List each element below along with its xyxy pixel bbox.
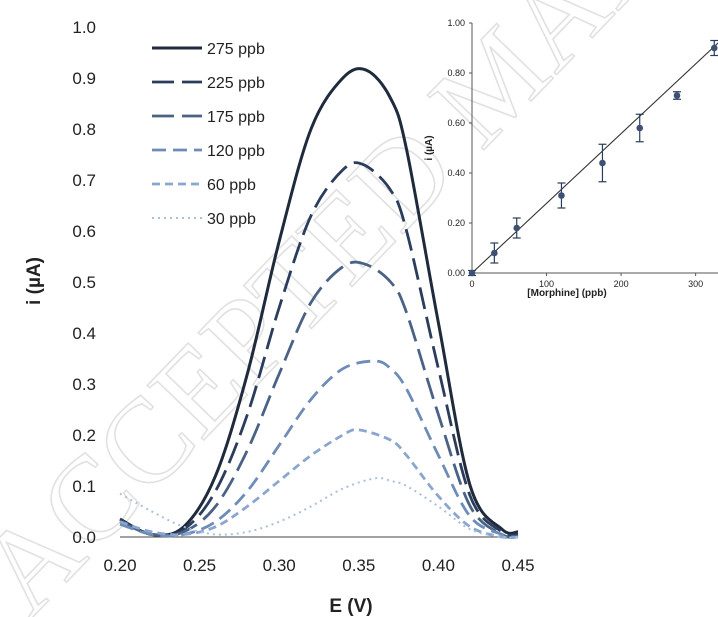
inset-data-point (513, 224, 521, 232)
inset-data-point (636, 124, 644, 132)
y-tick-label: 0.5 (72, 273, 96, 292)
inset-data-point (491, 249, 498, 257)
inset-data-point (558, 192, 565, 199)
inset-x-tick-label: 200 (614, 279, 629, 289)
x-axis-title: E (V) (329, 596, 372, 617)
x-tick-labels: 0.20 0.25 0.30 0.35 0.40 0.45 (103, 556, 534, 575)
inset-data-point (599, 159, 606, 167)
y-tick-label: 0.9 (72, 69, 96, 88)
inset-x-tick-label: 100 (539, 279, 554, 289)
inset-data-point (710, 44, 718, 52)
inset-chart: 0.00 0.20 0.40 0.60 0.80 1.00 0 100 200 300 [Mor… (424, 18, 718, 299)
inset-y-tick-label: 0.80 (447, 68, 465, 78)
y-tick-label: 0.0 (72, 528, 96, 547)
legend-label: 275 ppb (207, 41, 265, 58)
series-lines (119, 67, 519, 540)
x-tick-label: 0.20 (103, 556, 136, 575)
y-axis-title: i (µA) (24, 257, 45, 305)
x-tick-label: 0.25 (183, 556, 216, 575)
y-tick-label: 0.6 (72, 222, 96, 241)
inset-plot (468, 39, 718, 277)
inset-y-tick-label: 0.20 (447, 218, 465, 228)
x-tick-label: 0.40 (422, 556, 455, 575)
legend-label: 175 ppb (207, 109, 265, 126)
series-line (119, 67, 519, 537)
y-tick-label: 0.3 (72, 375, 96, 394)
inset-x-tick-label: 0 (469, 279, 474, 289)
y-tick-label: 1.0 (72, 18, 96, 37)
inset-x-tick-labels: 0 100 200 300 (469, 273, 703, 289)
inset-fit-line (471, 42, 718, 274)
legend-label: 120 ppb (207, 143, 265, 160)
main-chart: 0.00.10.20.30.40.50.60.70.80.91.0 0.20 0.… (24, 18, 535, 617)
inset-y-tick-label: 0.40 (447, 168, 465, 178)
legend-label: 225 ppb (207, 75, 265, 92)
inset-y-tick-label: 0.00 (447, 268, 465, 278)
inset-y-tick-label: 1.00 (447, 18, 465, 28)
y-tick-label: 0.2 (72, 426, 96, 445)
inset-y-tick-label: 0.60 (447, 118, 465, 128)
y-tick-label: 0.8 (72, 120, 96, 139)
legend-label: 30 ppb (207, 211, 256, 228)
y-tick-label: 0.7 (72, 171, 96, 190)
y-tick-label: 0.1 (72, 477, 96, 496)
inset-y-axis-title: i (µA) (424, 135, 435, 160)
y-tick-label: 0.4 (72, 324, 96, 343)
x-tick-label: 0.30 (263, 556, 296, 575)
legend-label: 60 ppb (207, 177, 256, 194)
series-line (119, 359, 519, 539)
inset-data-point (673, 92, 681, 99)
series-line (119, 260, 519, 539)
legend: 275 ppb 225 ppb 175 ppb 120 ppb 60 ppb 30 ppb (152, 41, 265, 228)
inset-data-point (468, 269, 476, 277)
y-tick-labels: 0.0 0.1 0.2 0.3 0.4 0.5 0.6 0.7 0.8 0.9 1.0 (72, 18, 96, 547)
x-tick-label: 0.35 (342, 556, 375, 575)
inset-x-tick-label: 300 (688, 279, 703, 289)
series-line (119, 161, 519, 537)
x-tick-label: 0.45 (501, 556, 534, 575)
inset-x-axis-title: [Morphine] (ppb) (527, 288, 606, 299)
